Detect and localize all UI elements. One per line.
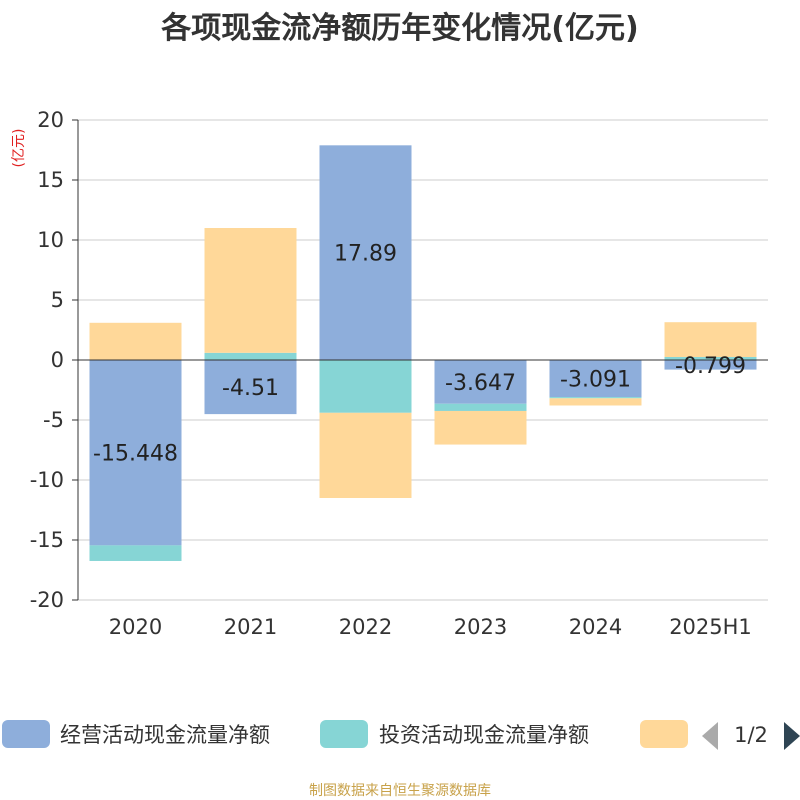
bar-2022-series-1 xyxy=(319,145,412,360)
legend-next-icon[interactable] xyxy=(784,722,800,750)
data-label: -3.647 xyxy=(445,371,516,396)
y-axis-label: (亿元) xyxy=(11,129,27,168)
x-tick-label: 2025H1 xyxy=(669,615,752,639)
bar-2021-series-3 xyxy=(204,228,297,353)
bars xyxy=(89,145,757,561)
bar-2024-series-2 xyxy=(549,397,642,399)
axes xyxy=(77,120,768,600)
data-label: -0.799 xyxy=(675,354,746,379)
x-ticks: 2020 2021 2022 2023 2024 2025H1 xyxy=(109,615,752,639)
bar-2025H1-series-2 xyxy=(664,357,757,360)
y-tick-label: 15 xyxy=(37,168,64,192)
x-tick-label: 2024 xyxy=(569,615,622,639)
bar-2023-series-1 xyxy=(434,360,527,404)
bar-2023-series-2 xyxy=(434,403,527,411)
bar-2022-series-3 xyxy=(319,412,412,498)
y-tick-label: -5 xyxy=(43,408,64,432)
y-tick-label: -10 xyxy=(30,468,64,492)
bar-2023-series-3 xyxy=(434,410,527,445)
x-tick-label: 2023 xyxy=(454,615,507,639)
x-tick-label: 2020 xyxy=(109,615,162,639)
legend-prev-icon[interactable] xyxy=(702,722,718,750)
legend-label-1[interactable]: 经营活动现金流量净额 xyxy=(60,723,270,747)
y-tick-label: -15 xyxy=(30,528,64,552)
legend-label-2[interactable]: 投资活动现金流量净额 xyxy=(379,723,589,747)
bar-2024-series-3 xyxy=(549,398,642,406)
data-label: 17.89 xyxy=(334,242,397,267)
bar-2021-series-1 xyxy=(204,360,297,415)
legend-swatch-3[interactable] xyxy=(640,720,688,748)
bar-2024-series-1 xyxy=(549,360,642,398)
y-ticks: 20 15 10 5 0 -5 -10 -15 -20 xyxy=(30,108,78,612)
x-tick-label: 2021 xyxy=(224,615,277,639)
y-tick-label: 20 xyxy=(37,108,64,132)
bar-2025H1-series-3 xyxy=(664,322,757,357)
legend: 经营活动现金流量净额 投资活动现金流量净额 1/2 xyxy=(2,720,800,750)
bar-2021-series-2 xyxy=(204,352,297,360)
x-tick-label: 2022 xyxy=(339,615,392,639)
legend-swatch-1[interactable] xyxy=(2,720,50,748)
data-label: -15.448 xyxy=(93,442,178,467)
y-tick-label: 0 xyxy=(51,348,64,372)
legend-swatch-2[interactable] xyxy=(320,720,368,748)
y-tick-label: 10 xyxy=(37,228,64,252)
source-note: 制图数据来自恒生聚源数据库 xyxy=(309,783,491,799)
chart-title: 各项现金流净额历年变化情况(亿元) xyxy=(160,11,638,46)
bar-2020-series-3 xyxy=(89,322,182,360)
bar-2020-series-1 xyxy=(89,360,182,546)
bar-2022-series-2 xyxy=(319,360,412,413)
data-labels: -15.448 -4.51 17.89 -3.647 -3.091 -0.799 xyxy=(93,242,746,467)
data-label: -3.091 xyxy=(560,368,631,393)
y-tick-label: -20 xyxy=(30,588,64,612)
bar-2025H1-series-1 xyxy=(664,360,757,370)
bar-2020-series-2 xyxy=(89,545,182,561)
legend-page-indicator: 1/2 xyxy=(734,723,768,747)
data-label: -4.51 xyxy=(222,376,279,401)
y-tick-label: 5 xyxy=(51,288,64,312)
